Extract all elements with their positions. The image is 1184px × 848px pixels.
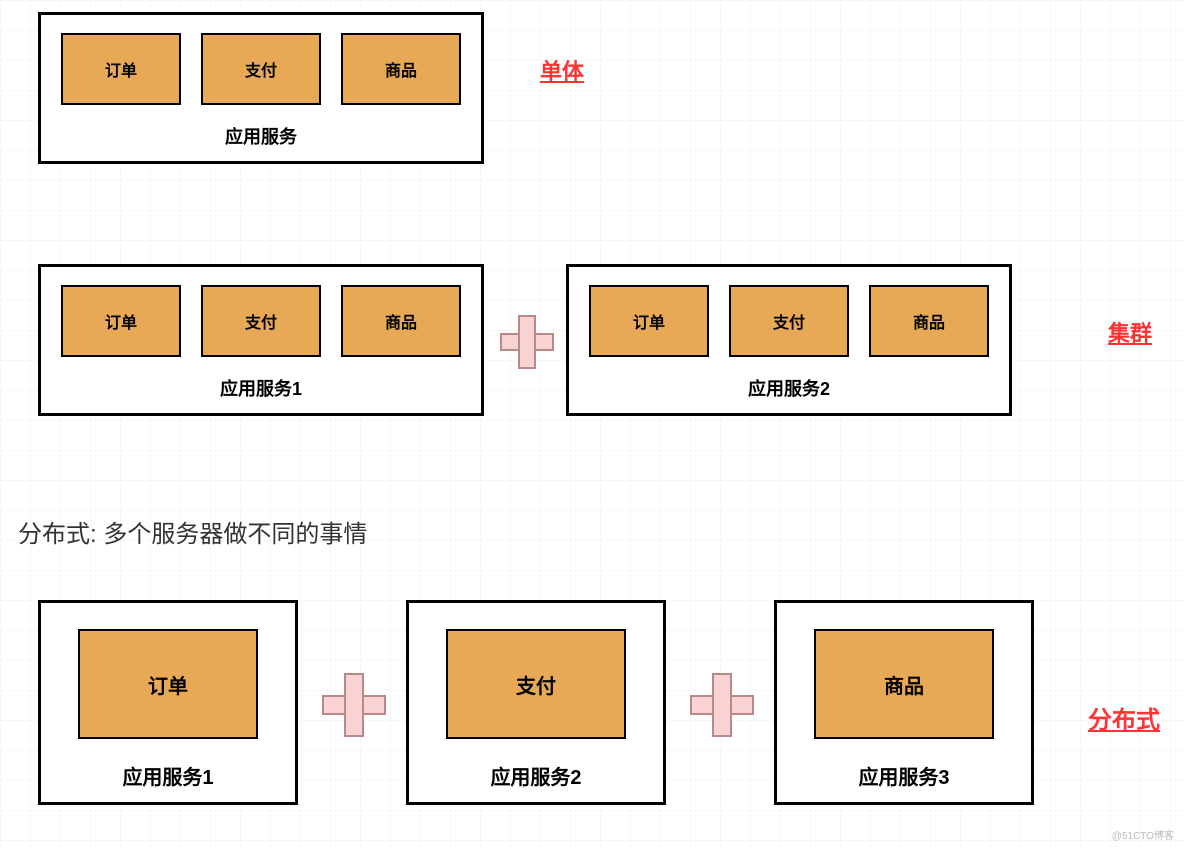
monolith-arch-label: 单体 <box>540 54 584 86</box>
monolith-service-label: 应用服务 <box>225 115 297 161</box>
module-order: 订单 <box>61 285 181 357</box>
cluster-row: 订单 支付 商品 应用服务1 订单 支付 商品 应用服务2 <box>38 264 1012 416</box>
distributed-service-box-1: 订单 应用服务1 <box>38 600 298 805</box>
plus-icon <box>322 673 382 733</box>
distributed-row: 订单 应用服务1 支付 应用服务2 商品 应用服务3 <box>38 600 1034 805</box>
cluster-service-box-1: 订单 支付 商品 应用服务1 <box>38 264 484 416</box>
cluster-service-box-2: 订单 支付 商品 应用服务2 <box>566 264 1012 416</box>
watermark: @51CTO博客 <box>1112 827 1174 842</box>
module-payment: 支付 <box>446 629 626 739</box>
module-order: 订单 <box>78 629 258 739</box>
module-order: 订单 <box>61 33 181 105</box>
distributed-modules-1: 订单 <box>58 603 278 753</box>
plus-icon <box>690 673 750 733</box>
module-product: 商品 <box>341 285 461 357</box>
distributed-modules-3: 商品 <box>794 603 1014 753</box>
cluster-arch-label: 集群 <box>1108 316 1152 348</box>
distributed-service-label-2: 应用服务2 <box>490 753 581 802</box>
module-payment: 支付 <box>201 285 321 357</box>
distributed-arch-label: 分布式 <box>1088 700 1160 735</box>
monolith-modules: 订单 支付 商品 <box>41 15 481 115</box>
distributed-service-box-3: 商品 应用服务3 <box>774 600 1034 805</box>
distributed-service-label-1: 应用服务1 <box>122 753 213 802</box>
cluster-modules-2: 订单 支付 商品 <box>569 267 1009 367</box>
cluster-service-label-2: 应用服务2 <box>748 367 830 413</box>
distributed-service-label-3: 应用服务3 <box>858 753 949 802</box>
module-product: 商品 <box>869 285 989 357</box>
cluster-modules-1: 订单 支付 商品 <box>41 267 481 367</box>
monolith-service-box: 订单 支付 商品 应用服务 <box>38 12 484 164</box>
module-payment: 支付 <box>729 285 849 357</box>
module-product: 商品 <box>814 629 994 739</box>
module-order: 订单 <box>589 285 709 357</box>
module-product: 商品 <box>341 33 461 105</box>
monolith-row: 订单 支付 商品 应用服务 <box>38 12 484 164</box>
distributed-service-box-2: 支付 应用服务2 <box>406 600 666 805</box>
plus-icon <box>500 315 550 365</box>
module-payment: 支付 <box>201 33 321 105</box>
distributed-title: 分布式: 多个服务器做不同的事情 <box>18 514 367 549</box>
distributed-modules-2: 支付 <box>426 603 646 753</box>
cluster-service-label-1: 应用服务1 <box>220 367 302 413</box>
